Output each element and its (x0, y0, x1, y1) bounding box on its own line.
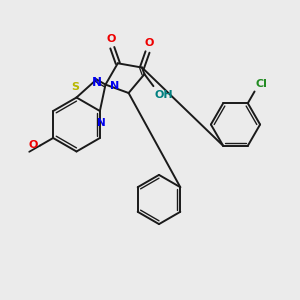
Text: S: S (71, 82, 79, 92)
Text: O: O (28, 140, 38, 150)
Text: Cl: Cl (256, 79, 268, 89)
Text: O: O (144, 38, 154, 48)
Text: N: N (92, 76, 102, 89)
Text: OH: OH (155, 90, 174, 100)
Text: O: O (106, 34, 116, 44)
Text: N: N (110, 81, 119, 91)
Text: N: N (97, 118, 106, 128)
